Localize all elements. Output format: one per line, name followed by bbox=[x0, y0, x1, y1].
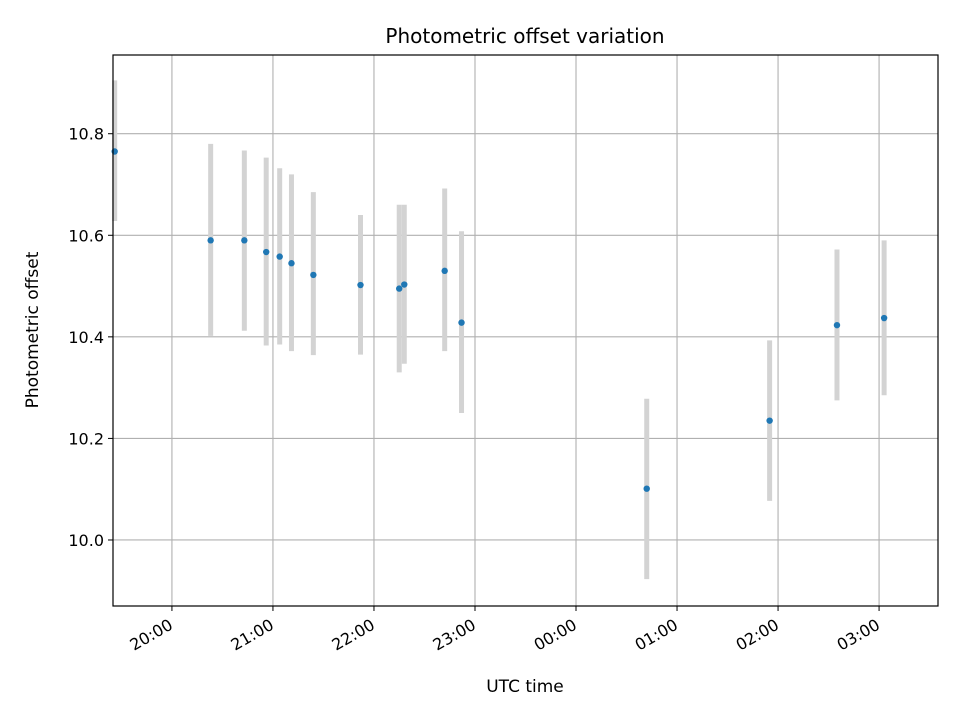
x-axis-label: UTC time bbox=[486, 677, 564, 697]
y-tick-label: 10.6 bbox=[68, 226, 104, 245]
data-point bbox=[880, 314, 888, 322]
data-point bbox=[441, 267, 448, 275]
y-tick-label: 10.8 bbox=[68, 125, 104, 144]
y-axis-label: Photometric offset bbox=[23, 251, 43, 408]
data-point bbox=[833, 321, 841, 329]
data-point bbox=[263, 248, 270, 256]
data-point bbox=[310, 271, 317, 279]
data-point bbox=[207, 237, 214, 244]
plot-frame bbox=[112, 54, 939, 607]
data-point bbox=[401, 281, 408, 288]
data-point bbox=[458, 319, 465, 326]
data-point bbox=[766, 417, 773, 424]
y-tick-label: 10.4 bbox=[68, 328, 104, 347]
data-point bbox=[241, 237, 248, 244]
data-point bbox=[643, 485, 650, 492]
y-axis-ticks: 10.0 10.2 10.4 10.6 10.8 bbox=[68, 125, 113, 550]
chart-title: Photometric offset variation bbox=[385, 24, 664, 48]
grid bbox=[113, 55, 938, 606]
data-point bbox=[276, 253, 283, 260]
data-point bbox=[288, 260, 295, 267]
data-point bbox=[357, 281, 364, 289]
data-point bbox=[396, 285, 403, 292]
y-tick-label: 10.2 bbox=[68, 429, 104, 448]
y-tick-label: 10.0 bbox=[68, 531, 104, 550]
